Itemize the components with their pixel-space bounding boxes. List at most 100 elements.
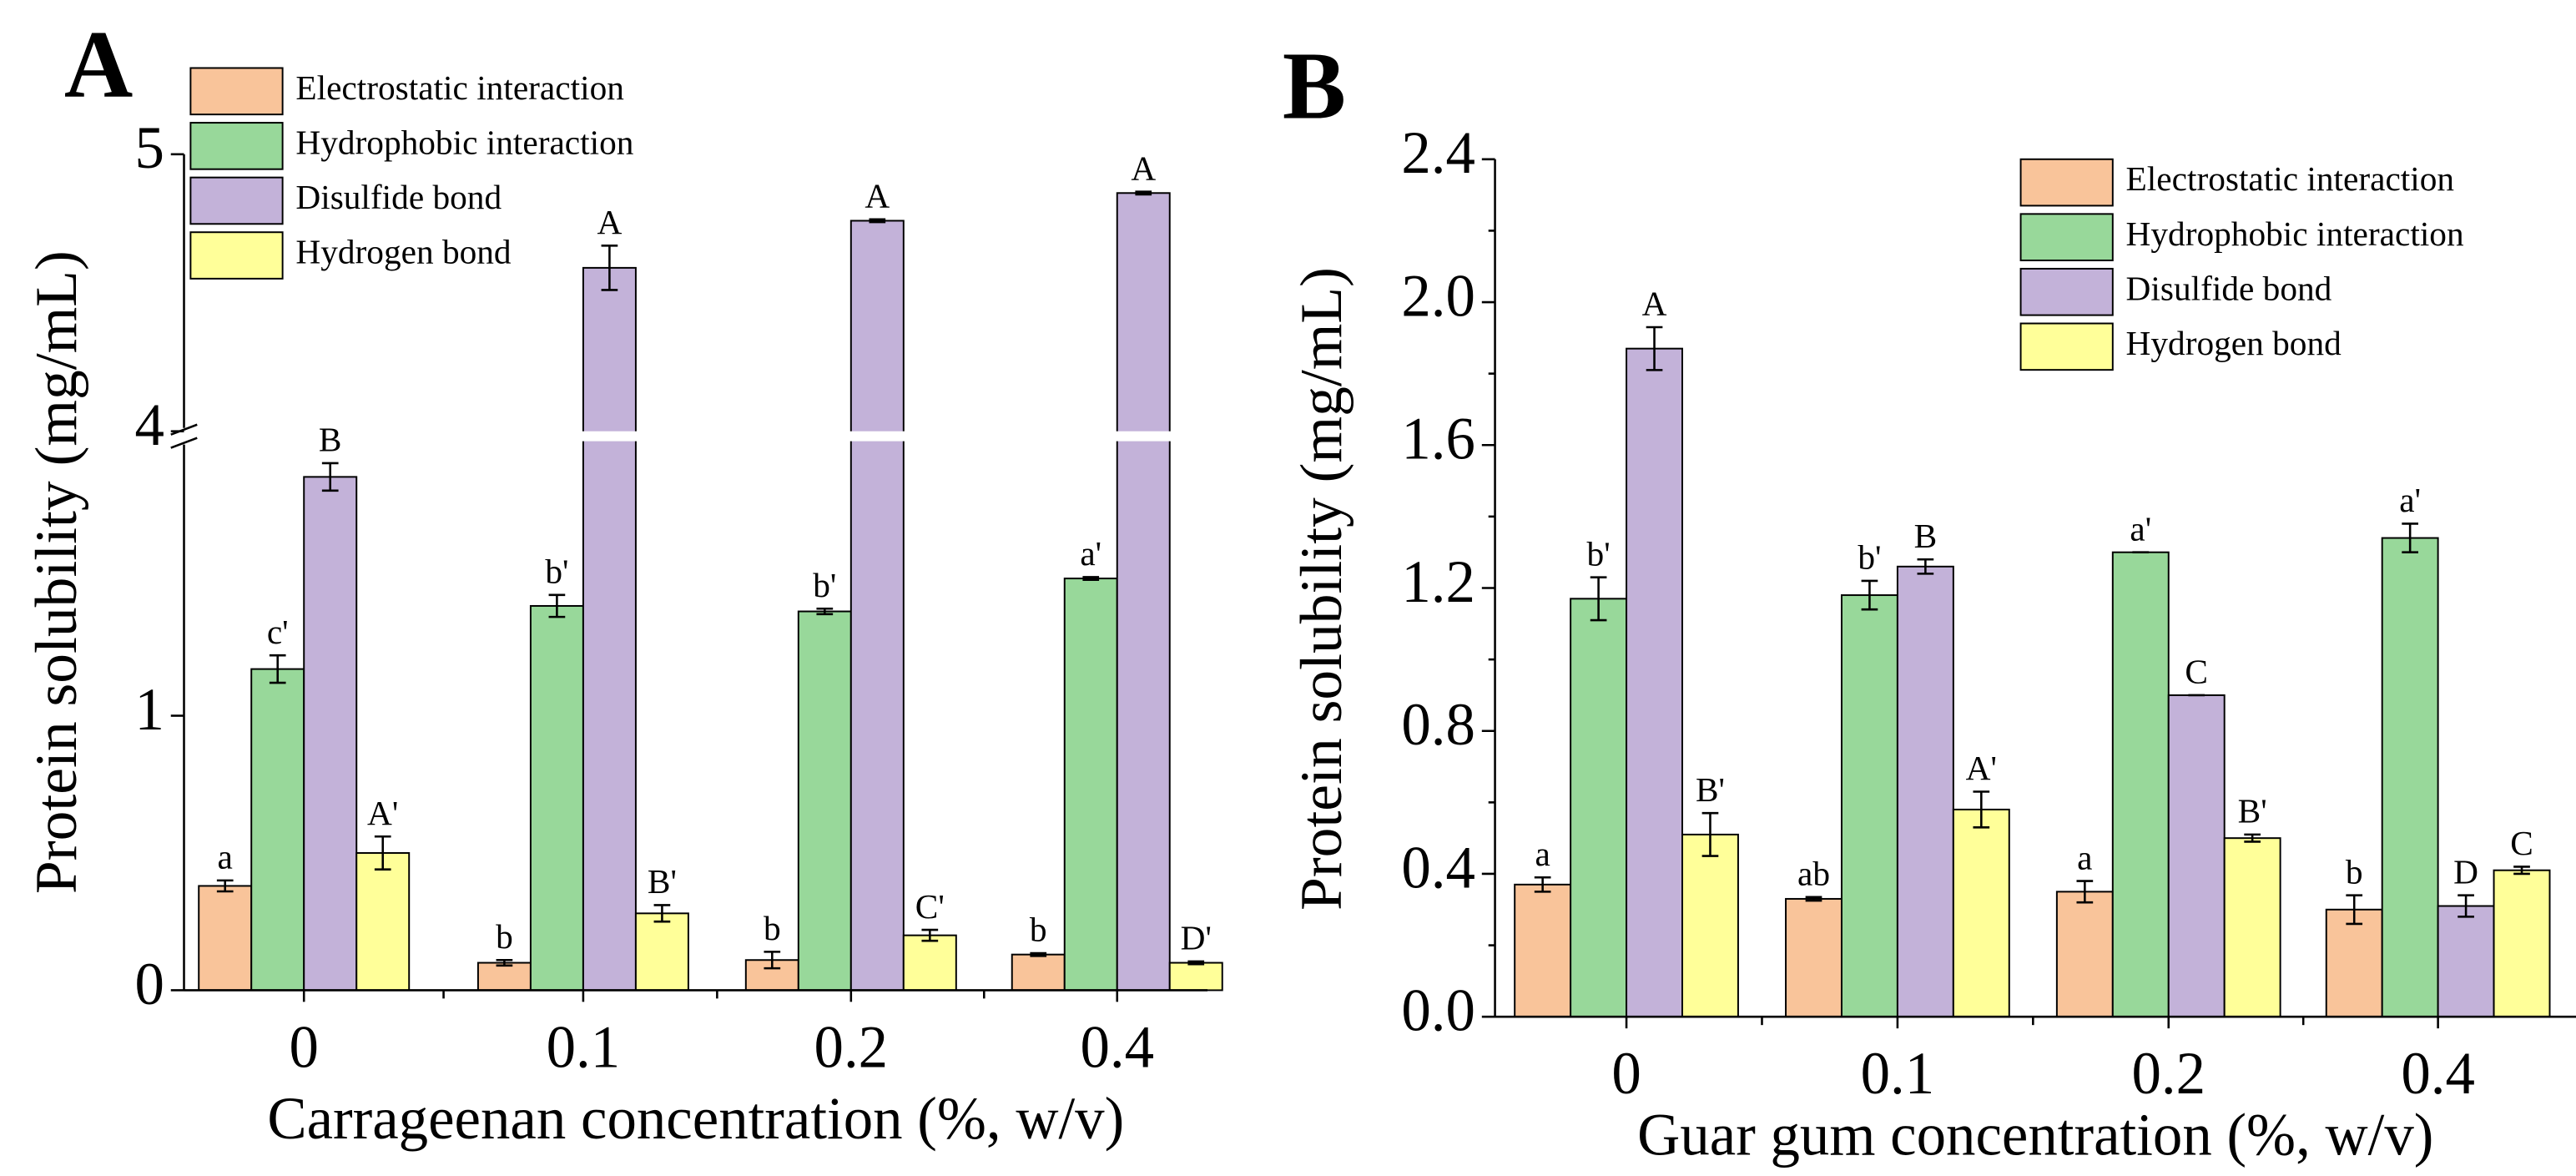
significance-letter: ab [1797, 854, 1830, 892]
error-bar [2513, 866, 2530, 876]
y-tick-label: 2.4 [1401, 121, 1475, 186]
error-bar [1701, 811, 1719, 857]
bar [634, 912, 689, 992]
significance-letter: b' [813, 566, 836, 604]
significance-letter: A [597, 203, 622, 241]
x-tick-label: 0.4 [1080, 1015, 1154, 1080]
significance-letter: b' [545, 552, 568, 590]
bar [1063, 578, 1118, 992]
significance-letter: A' [1966, 749, 1997, 787]
panel-label: A [64, 11, 133, 118]
bar [849, 220, 905, 992]
legend-label: Hydrophobic interaction [295, 123, 633, 161]
bar [1896, 565, 1954, 1018]
error-bar [496, 958, 513, 967]
bar [303, 476, 358, 992]
legend-swatch [189, 176, 284, 225]
x-tick-label: 0.4 [2401, 1042, 2475, 1107]
error-bar [1534, 876, 1551, 893]
error-bar [1135, 190, 1152, 196]
y-tick-label: 1.6 [1401, 406, 1475, 472]
bar [2223, 837, 2281, 1018]
significance-letter: a' [2399, 481, 2421, 519]
error-bar [1861, 579, 1878, 611]
bar [1116, 192, 1171, 992]
bar [1681, 833, 1739, 1018]
chart: a b b b c' b' b' a' B A A A A' B' C' D' 0 1 4 5 0 0.1 0.2 0.4 Ca… [24, 11, 1223, 1152]
legend-label: Hydrophobic interaction [2126, 215, 2464, 253]
legend-label: Hydrogen bond [295, 232, 511, 270]
significance-letter: b [1030, 911, 1047, 949]
significance-letter: A' [367, 794, 398, 832]
legend-swatch [189, 122, 284, 170]
significance-letter: b [2346, 852, 2363, 891]
x-tick-label: 0 [290, 1015, 319, 1080]
bar [529, 604, 584, 992]
bar [1840, 594, 1898, 1018]
y-tick-label: 0.8 [1401, 693, 1475, 758]
x-tick-label: 0 [1611, 1042, 1641, 1107]
error-bar [2076, 880, 2094, 904]
significance-letter: B [319, 420, 342, 458]
y-tick-label: 5 [134, 116, 164, 181]
bar [1626, 347, 1683, 1018]
error-bar [269, 654, 286, 684]
error-bar [1917, 558, 1934, 575]
bar [1785, 897, 1843, 1018]
error-bar [2402, 522, 2418, 553]
panel-label: B [1283, 33, 1346, 139]
x-tick-label: 0.1 [1861, 1042, 1935, 1107]
bar [2055, 891, 2114, 1018]
bar [2325, 908, 2383, 1018]
error-bar [216, 879, 234, 893]
significance-letter: c' [267, 613, 289, 651]
bar [1168, 961, 1223, 992]
significance-letter: B' [2238, 791, 2267, 830]
significance-letter: b [496, 917, 513, 956]
significance-letter: D' [1181, 918, 1212, 956]
error-bar [548, 593, 566, 618]
y-tick-label: 1 [134, 678, 164, 743]
error-bar [653, 904, 671, 923]
error-bar [321, 462, 339, 492]
bar [2437, 905, 2495, 1018]
error-bar [601, 245, 618, 291]
bar [250, 668, 305, 992]
significance-letter: a [2077, 838, 2092, 876]
bar [902, 934, 957, 992]
significance-letter: B [1914, 517, 1938, 555]
y-tick-label: 0 [134, 952, 164, 1017]
legend-swatch [189, 231, 284, 280]
error-bar [1030, 951, 1047, 957]
error-bar [1646, 326, 1663, 371]
chart: aab a bb' b'a'a'ABCDB'A'B'C0.00.40.81.21.62… [1283, 33, 2576, 1168]
significance-letter: C' [915, 887, 945, 926]
y-tick-label: 4 [134, 393, 164, 458]
error-bar [2244, 833, 2261, 843]
legend-swatch [2019, 213, 2114, 262]
significance-letter: a [1535, 835, 1550, 873]
bar [476, 961, 532, 992]
error-bar [1973, 790, 1990, 829]
x-axis-title: Carrageenan concentration (%, w/v) [267, 1087, 1124, 1152]
significance-letter: B' [1696, 770, 1725, 809]
y-tick-label: 2.0 [1401, 264, 1475, 329]
legend-swatch [2019, 322, 2114, 371]
bar [2381, 537, 2439, 1018]
significance-letter: b [764, 909, 781, 947]
legend-label: Disulfide bond [295, 178, 502, 216]
significance-letter: a' [1080, 534, 1101, 573]
error-bar [764, 951, 781, 970]
y-tick-label: 0.0 [1401, 978, 1475, 1043]
legend-label: Electrostatic interaction [2126, 159, 2455, 198]
significance-letter: D [2453, 852, 2478, 891]
significance-letter: A [1131, 149, 1156, 187]
bar [582, 266, 637, 992]
bar [355, 851, 411, 992]
legend-label: Electrostatic interaction [295, 68, 624, 107]
y-tick-label: 0.4 [1401, 835, 1475, 901]
legend-label: Hydrogen bond [2126, 324, 2342, 362]
y-axis-title: Protein solubility (mg/mL) [1289, 267, 1354, 911]
break-mark [170, 423, 198, 449]
